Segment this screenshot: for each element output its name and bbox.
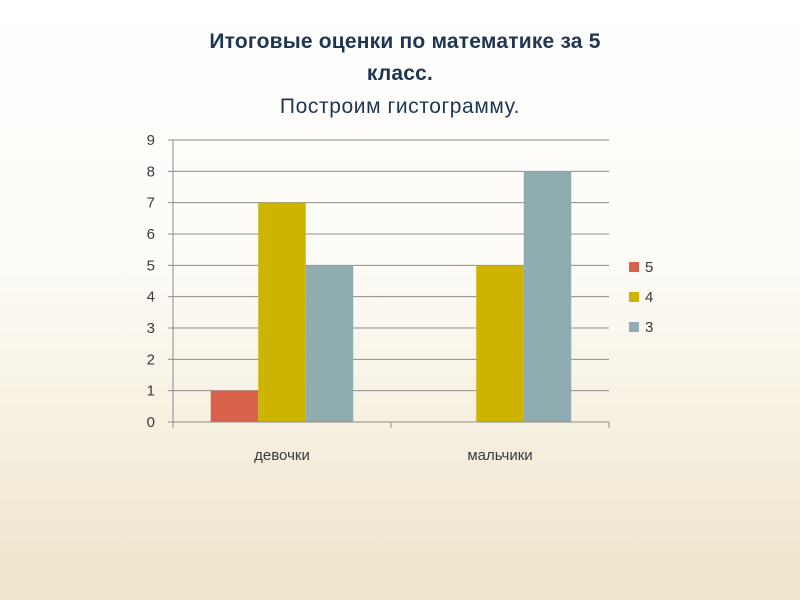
slide-title-line-1: Итоговые оценки по математике за 5 — [209, 30, 601, 53]
slide-title-block: Итоговые оценки по математике за 5 класс… — [0, 26, 800, 124]
bar-3-0 — [305, 265, 354, 422]
slide-subtitle: Построим гистограмму. — [279, 95, 521, 118]
y-tick-label: 1 — [147, 383, 155, 400]
legend-label: 4 — [645, 289, 653, 306]
legend-swatch — [629, 322, 639, 332]
y-tick-label: 4 — [147, 289, 155, 306]
slide-title-line-2: класс. — [366, 62, 434, 85]
y-tick-label: 8 — [147, 163, 155, 180]
bar-5-0 — [210, 390, 259, 422]
y-tick-label: 9 — [147, 132, 155, 149]
bar-3-1 — [523, 171, 572, 422]
legend-swatch — [629, 262, 639, 272]
legend-swatch — [629, 292, 639, 302]
x-category-label: мальчики — [467, 447, 532, 464]
y-tick-label: 5 — [147, 257, 155, 274]
legend-label: 3 — [645, 319, 653, 336]
bars-layer — [210, 171, 572, 422]
bar-4-0 — [258, 202, 306, 422]
axis-layer: 0 1 2 3 4 5 6 7 8 9 девочки мальчики — [147, 132, 610, 464]
y-tick-label: 3 — [147, 320, 155, 337]
legend-label: 5 — [645, 259, 653, 276]
y-tick-label: 6 — [147, 226, 155, 243]
x-category-label: девочки — [254, 447, 310, 464]
chart-legend: 5 4 3 — [629, 259, 653, 336]
y-tick-label: 0 — [147, 414, 155, 431]
y-tick-label: 2 — [147, 351, 155, 368]
y-tick-label: 7 — [147, 195, 155, 212]
bar-4-1 — [476, 265, 524, 422]
